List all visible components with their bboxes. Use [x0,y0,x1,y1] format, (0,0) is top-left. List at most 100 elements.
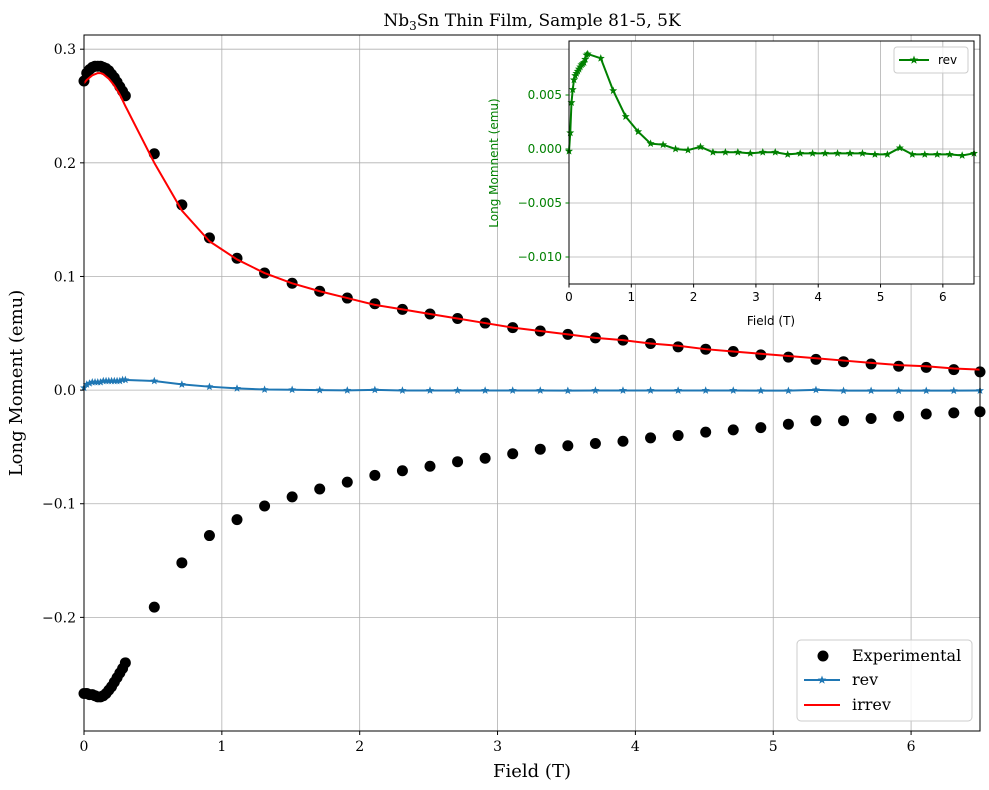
experimental-point-lower [507,448,519,460]
inset-rev-point [945,150,954,158]
rev-point [867,386,876,395]
rev-point [646,386,655,394]
rev-point [205,382,214,391]
rev-point [398,386,407,394]
rev-point [701,386,710,394]
experimental-point-upper [865,358,877,370]
rev-point [922,386,931,395]
inset-x-axis-label: Field (T) [747,314,795,328]
rev-point [563,386,572,395]
experimental-point-lower [148,601,160,613]
experimental-point-lower [369,469,381,481]
rev-point [426,386,434,394]
main-x-tick-label: 3 [493,739,502,755]
inset-rev-point [746,149,755,157]
experimental-point-lower [810,415,822,427]
inset-rev-point [733,148,742,156]
experimental-point-upper [948,364,960,376]
experimental-point-lower [893,410,905,422]
experimental-point-lower [479,452,491,464]
rev-point [674,386,683,394]
experimental-point-lower [286,491,298,503]
main-y-tick-label: 0.2 [54,156,76,172]
experimental-point-lower [589,438,601,450]
inset-rev-point [579,58,588,66]
main-x-tick-label: 6 [907,739,916,755]
main-tick-labels: 0 1 2 3 4 5 6 −0.2 −0.1 0.0 0.1 0.2 0.3 [42,42,916,755]
inset-y-tick-label: 0.005 [528,88,562,102]
rev-point [150,376,159,385]
main-y-tick-label: 0.0 [54,383,76,399]
rev-point [618,386,627,394]
rev-point [591,386,600,394]
inset-rev-point [908,150,917,158]
inset-x-tick-label: 4 [814,290,822,304]
inset-legend-box [893,46,969,74]
legend-label-rev: rev [852,670,878,689]
inset-axes-frame [568,40,975,285]
inset-rev-point [833,149,842,157]
experimental-point-lower [727,424,739,436]
inset-rev-point [671,144,680,153]
experimental-point-upper [755,349,767,361]
main-legend: Experimental rev irrev [796,639,973,722]
experimental-point-upper [369,298,381,310]
inset-x-tick-label: 1 [627,290,635,304]
main-y-tick-label: −0.1 [42,497,76,513]
rev-point [343,386,352,394]
legend-label-irrev: irrev [852,695,891,714]
experimental-point-lower [176,557,188,569]
inset-y-axis-label: Long Momnent (emu) [487,98,501,227]
rev-point [481,386,490,394]
inset-y-tick-label: 0.000 [528,142,562,156]
rev-point [370,385,379,394]
inset-x-tick-label: 0 [565,290,573,304]
experimental-point-lower [259,500,271,512]
rev-point [96,377,105,386]
main-x-tick-label: 1 [217,739,226,755]
rev-point [756,386,765,395]
inset-rev-point [583,49,592,58]
inset-rev-point [596,54,605,62]
experimental-point-lower [562,440,574,452]
experimental-point-upper [810,353,822,365]
main-y-tick-label: −0.2 [42,610,76,626]
rev-point [536,386,545,394]
main-x-tick-label: 4 [631,739,640,755]
inset-rev-point [609,86,618,95]
inset-rev-point [646,139,655,147]
experimental-point-lower [700,426,712,438]
legend-marker-experimental [817,650,829,662]
inset-rev-point [958,151,967,159]
main-x-tick-label: 2 [355,739,364,755]
irrev-line [83,72,981,371]
main-x-tick-label: 0 [80,739,89,755]
inset-x-tick-label: 5 [877,290,885,304]
inset-rev-point [895,143,904,152]
main-legend-box [796,639,973,722]
experimental-point-lower [755,422,767,434]
rev-point [121,375,130,384]
main-y-axis-label: Long Moment (emu) [6,290,27,477]
rev-point [811,385,820,394]
main-y-tick-label: 0.1 [54,269,76,285]
experimental-point-lower [119,657,131,669]
inset-y-tick-label: −0.010 [518,250,562,264]
inset-background [569,41,974,284]
experimental-point-lower [838,415,850,427]
rev-point [508,386,517,394]
rev-point [784,386,793,395]
inset-rev-point [581,55,590,63]
experimental-point-upper [893,360,905,372]
experimental-point-lower [672,430,684,442]
rev-point [82,380,91,388]
main-title: Nb3Sn Thin Film, Sample 81-5, 5K [383,11,681,33]
main-x-tick-label: 5 [769,739,778,755]
experimental-point-lower [203,530,215,542]
inset-legend-marker-rev [909,55,919,64]
inset-rev-point [883,150,892,158]
rev-point [233,384,241,392]
rev-point [453,386,462,394]
inset-rev-point [634,127,643,136]
inset-rev-point [771,148,780,156]
